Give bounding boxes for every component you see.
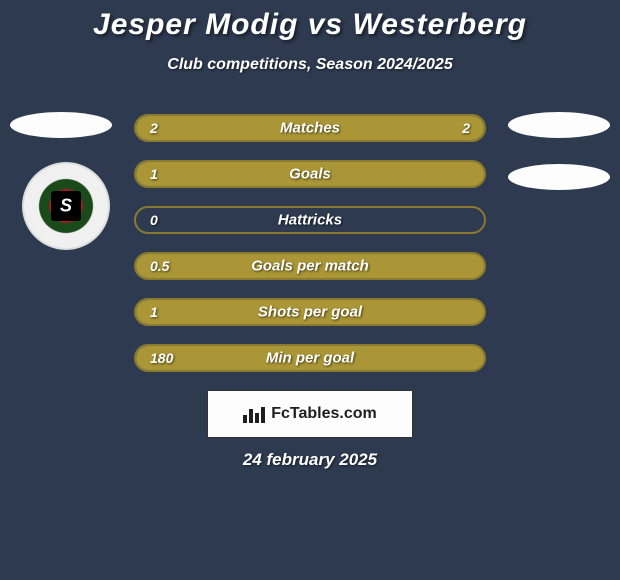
stat-label: Goals [289,166,331,183]
stat-value-left: 2 [150,120,158,136]
stat-label: Min per goal [266,350,354,367]
stat-value-right: 2 [462,120,470,136]
stat-rows: 2 Matches 2 1 Goals 0 Hattricks 0.5 Goals per ma… [134,114,486,372]
stat-row: 0.5 Goals per match [134,252,486,280]
stat-row: 0 Hattricks [134,206,486,234]
stat-value-left: 1 [150,166,158,182]
stat-row: 2 Matches 2 [134,114,486,142]
infographic-container: Jesper Modig vs Westerberg Club competit… [0,0,620,470]
brand-text: FcTables.com [271,405,377,423]
stat-value-left: 180 [150,350,173,366]
club-logo-icon [30,170,102,242]
stats-area: 2 Matches 2 1 Goals 0 Hattricks 0.5 Goals per ma… [0,114,620,372]
player-right-badge-1 [508,112,610,138]
stat-row: 180 Min per goal [134,344,486,372]
stat-row: 1 Shots per goal [134,298,486,326]
brand-footer: FcTables.com [207,390,413,438]
player-right-badge-2 [508,164,610,190]
club-logo-left [22,162,110,250]
stat-label: Shots per goal [258,304,362,321]
stat-label: Matches [280,120,340,137]
stat-row: 1 Goals [134,160,486,188]
stat-value-left: 0 [150,212,158,228]
stat-value-left: 0.5 [150,258,169,274]
date-text: 24 february 2025 [0,450,620,470]
stat-label: Hattricks [278,212,342,229]
stat-label: Goals per match [251,258,369,275]
stat-value-left: 1 [150,304,158,320]
page-title: Jesper Modig vs Westerberg [0,8,620,42]
bars-icon [243,405,265,423]
player-left-badge [10,112,112,138]
subtitle: Club competitions, Season 2024/2025 [0,56,620,74]
